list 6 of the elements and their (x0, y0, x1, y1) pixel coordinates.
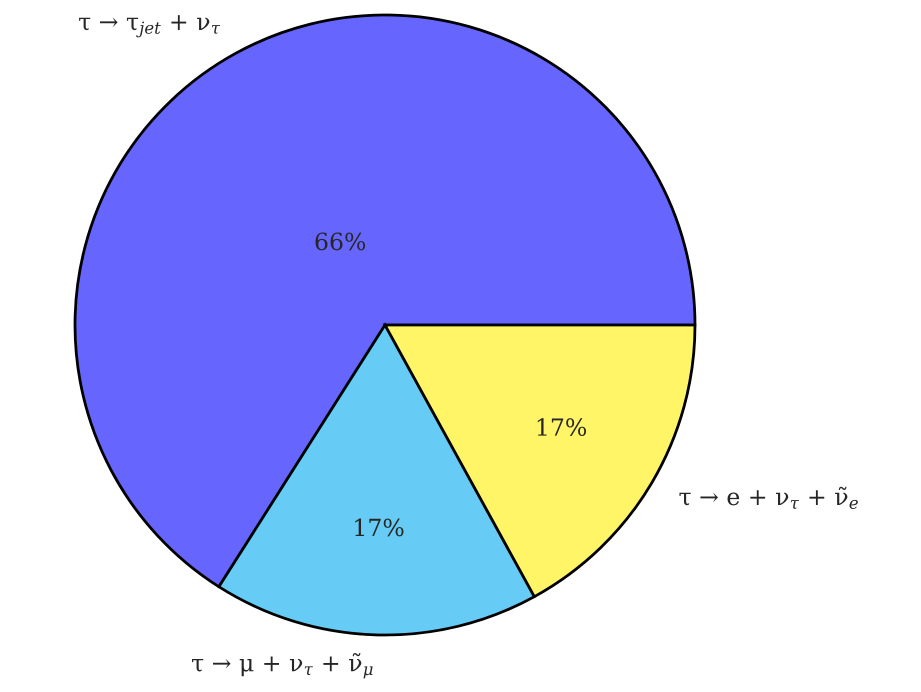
data-label: 17% (538, 418, 586, 436)
data-label: 17% (355, 518, 404, 536)
data-label: 66% (316, 232, 366, 250)
slice-label: τ → τ$_{jet}$ + ν$_{τ}$ (79, 15, 220, 38)
slice-label: τ → e + ν$_{τ}$ + ν̃$_{e}$ (679, 486, 858, 509)
slice-label: τ → μ + ν$_{τ}$ + ν̃$_{μ}$ (192, 652, 373, 678)
